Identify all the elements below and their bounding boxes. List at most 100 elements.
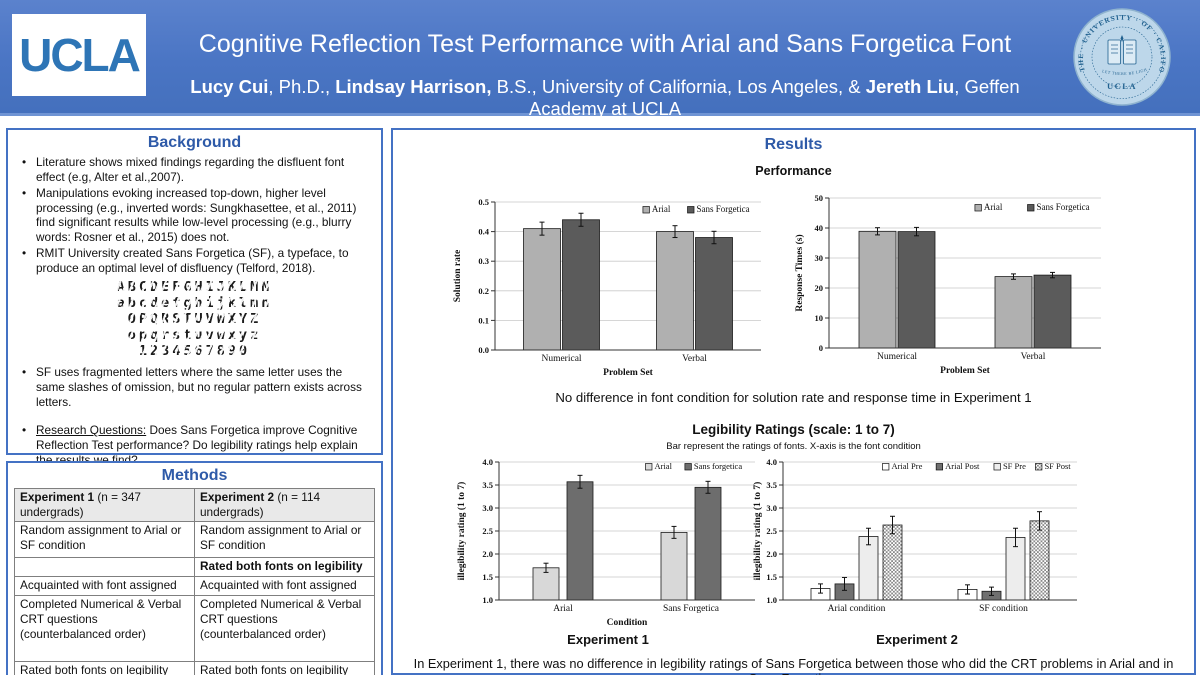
methods-cell: Acquainted with font assigned bbox=[194, 576, 375, 597]
ucla-logo: UCLA bbox=[12, 14, 146, 96]
svg-text:Condition: Condition bbox=[607, 618, 648, 628]
results-panel: Results Performance Numerical Verbal 0.0 0.… bbox=[391, 128, 1196, 675]
methods-header-cell: Experiment 1 (n = 347 undergrads) bbox=[14, 487, 195, 523]
seal-book-icon bbox=[1107, 35, 1137, 65]
author-name: Lucy Cui bbox=[190, 76, 269, 97]
university-seal-icon: THE · UNIVERSITY · OF · CALIFORNIA · LET… bbox=[1072, 7, 1171, 106]
svg-text:Sans Forgetica: Sans Forgetica bbox=[663, 604, 720, 614]
svg-text:1.0: 1.0 bbox=[766, 595, 777, 605]
svg-text:1.5: 1.5 bbox=[482, 572, 493, 582]
author-name: Lindsay Harrison, bbox=[335, 76, 492, 97]
author-name: B.S., University of California, Los Ange… bbox=[491, 76, 866, 97]
svg-text:0.4: 0.4 bbox=[478, 227, 489, 237]
svg-text:1.0: 1.0 bbox=[482, 595, 493, 605]
svg-text:illegibility rating (1 to 7): illegibility rating (1 to 7) bbox=[456, 482, 467, 581]
svg-text:Numerical: Numerical bbox=[541, 354, 581, 364]
svg-text:0.5: 0.5 bbox=[478, 197, 489, 207]
methods-cell: Acquainted with font assigned bbox=[14, 576, 195, 597]
bullet-item: SF uses fragmented letters where the sam… bbox=[18, 365, 371, 410]
response-times-chart: Numerical Verbal 0 10 20 30 40 50 Response Times… bbox=[794, 193, 1101, 376]
svg-text:4.0: 4.0 bbox=[482, 457, 493, 467]
methods-table: Experiment 1 (n = 347 undergrads) Experim… bbox=[14, 487, 375, 675]
svg-text:3.5: 3.5 bbox=[766, 480, 777, 490]
svg-text:40: 40 bbox=[815, 223, 824, 233]
svg-text:3.0: 3.0 bbox=[482, 503, 493, 513]
note-legibility-bottom: In Experiment 1, there was no difference… bbox=[413, 656, 1174, 675]
legibility-ratings-subtitle: Bar represent the ratings of fonts. X-ax… bbox=[666, 441, 921, 452]
results-title: Results bbox=[764, 136, 823, 153]
svg-text:SF Pre: SF Pre bbox=[1003, 461, 1026, 471]
svg-text:Verbal: Verbal bbox=[1021, 352, 1046, 362]
author-name: Jereth Liu bbox=[865, 76, 955, 97]
sans-forgetica-specimen: ABCDEFGHIJKLMN abcdefghijklmn OPQRSTUVWXYZ… bbox=[63, 278, 326, 360]
methods-title: Methods bbox=[161, 467, 228, 484]
methods-cell: Random assignment to Arial or SF conditi… bbox=[14, 521, 195, 559]
svg-text:Arial: Arial bbox=[652, 204, 671, 214]
svg-text:2.5: 2.5 bbox=[766, 526, 777, 536]
svg-text:0: 0 bbox=[819, 343, 823, 353]
background-title: Background bbox=[147, 134, 242, 151]
specimen-line: OPQRSTUVWXYZ bbox=[127, 310, 262, 327]
bullet-item: Research Questions: Does Sans Forgetica … bbox=[18, 423, 371, 468]
svg-text:Arial: Arial bbox=[654, 461, 672, 471]
background-panel: Background Literature shows mixed findin… bbox=[6, 128, 383, 467]
svg-text:SF Post: SF Post bbox=[1044, 461, 1071, 471]
author-name: , Ph.D., bbox=[268, 76, 336, 97]
svg-text:30: 30 bbox=[815, 253, 824, 263]
solution-rate-chart: Numerical Verbal 0.0 0.1 0.2 0.3 0.4 0.5 Solutio… bbox=[453, 197, 761, 378]
methods-cell bbox=[14, 557, 195, 578]
svg-text:Problem Set: Problem Set bbox=[603, 368, 654, 378]
methods-cell: Random assignment to Arial or SF conditi… bbox=[194, 521, 375, 559]
svg-text:2.0: 2.0 bbox=[766, 549, 777, 559]
svg-text:50: 50 bbox=[815, 193, 824, 203]
methods-cell: Rated both fonts on legibility bbox=[194, 661, 375, 675]
bullet-item: Literature shows mixed findings regardin… bbox=[18, 155, 371, 185]
performance-heading: Performance bbox=[755, 164, 832, 178]
specimen-line: opqrstuvwxyz bbox=[127, 326, 262, 343]
svg-text:Arial Post: Arial Post bbox=[945, 461, 980, 471]
svg-text:Sans Forgetica: Sans Forgetica bbox=[697, 204, 750, 214]
experiment1-legibility-chart: Arial Sans Forgetica 1.0 1.5 2.0 2.5 3.0 3.5 4.0… bbox=[456, 457, 755, 628]
background-bullets-bottom: SF uses fragmented letters where the sam… bbox=[8, 365, 381, 467]
svg-text:2.0: 2.0 bbox=[482, 549, 493, 559]
svg-text:1.5: 1.5 bbox=[766, 572, 777, 582]
svg-text:20: 20 bbox=[815, 283, 824, 293]
bullet-item: RMIT University created Sans Forgetica (… bbox=[18, 246, 371, 276]
methods-cell: Rated both fonts on legibility bbox=[194, 557, 375, 578]
poster-header: UCLA Cognitive Reflection Test Performan… bbox=[0, 0, 1200, 119]
methods-cell: Completed Numerical & Verbal CRT questio… bbox=[194, 595, 375, 663]
note-experiment1: No difference in font condition for solu… bbox=[555, 390, 1032, 405]
svg-text:Solution rate: Solution rate bbox=[453, 250, 463, 303]
svg-text:10: 10 bbox=[815, 313, 824, 323]
svg-text:3.0: 3.0 bbox=[766, 503, 777, 513]
experiment2-caption: Experiment 2 bbox=[876, 632, 958, 647]
svg-text:Verbal: Verbal bbox=[682, 354, 707, 364]
svg-text:4.0: 4.0 bbox=[766, 457, 777, 467]
methods-header-cell: Experiment 2 (n = 114 undergrads) bbox=[194, 487, 375, 523]
svg-text:Sans forgetica: Sans forgetica bbox=[694, 461, 742, 471]
methods-panel: Methods Experiment 1 (n = 347 undergrads… bbox=[6, 461, 383, 675]
svg-text:0.2: 0.2 bbox=[478, 286, 489, 296]
experiment2-legibility-chart: Arial condition SF condition 1.0 1.5 2.0 2.5 3… bbox=[752, 457, 1077, 614]
svg-text:Sans Forgetica: Sans Forgetica bbox=[1037, 202, 1090, 212]
author-name: , Geffen Academy at UCLA bbox=[528, 76, 1020, 119]
specimen-line: abcdefghijklmn bbox=[116, 294, 273, 311]
svg-text:0.3: 0.3 bbox=[478, 256, 489, 266]
svg-text:0.1: 0.1 bbox=[478, 315, 489, 325]
bullet-item: Manipulations evoking increased top-down… bbox=[18, 186, 371, 245]
legibility-ratings-title: Legibility Ratings (scale: 1 to 7) bbox=[692, 422, 895, 437]
svg-text:0.0: 0.0 bbox=[478, 345, 489, 355]
experiment1-caption: Experiment 1 bbox=[567, 632, 649, 647]
svg-text:Arial: Arial bbox=[553, 604, 573, 614]
svg-text:Numerical: Numerical bbox=[877, 352, 917, 362]
specimen-line: ABCDEFGHIJKLMN bbox=[116, 278, 273, 295]
svg-text:Arial condition: Arial condition bbox=[828, 604, 886, 614]
svg-text:Arial: Arial bbox=[984, 202, 1003, 212]
svg-text:3.5: 3.5 bbox=[482, 480, 493, 490]
methods-cell: Completed Numerical & Verbal CRT questio… bbox=[14, 595, 195, 663]
poster-authors: Lucy Cui, Ph.D., Lindsay Harrison, B.S.,… bbox=[160, 76, 1050, 120]
background-bullets-top: Literature shows mixed findings regardin… bbox=[8, 155, 381, 276]
svg-text:Arial Pre: Arial Pre bbox=[891, 461, 922, 471]
ucla-logo-text: UCLA bbox=[19, 29, 141, 81]
